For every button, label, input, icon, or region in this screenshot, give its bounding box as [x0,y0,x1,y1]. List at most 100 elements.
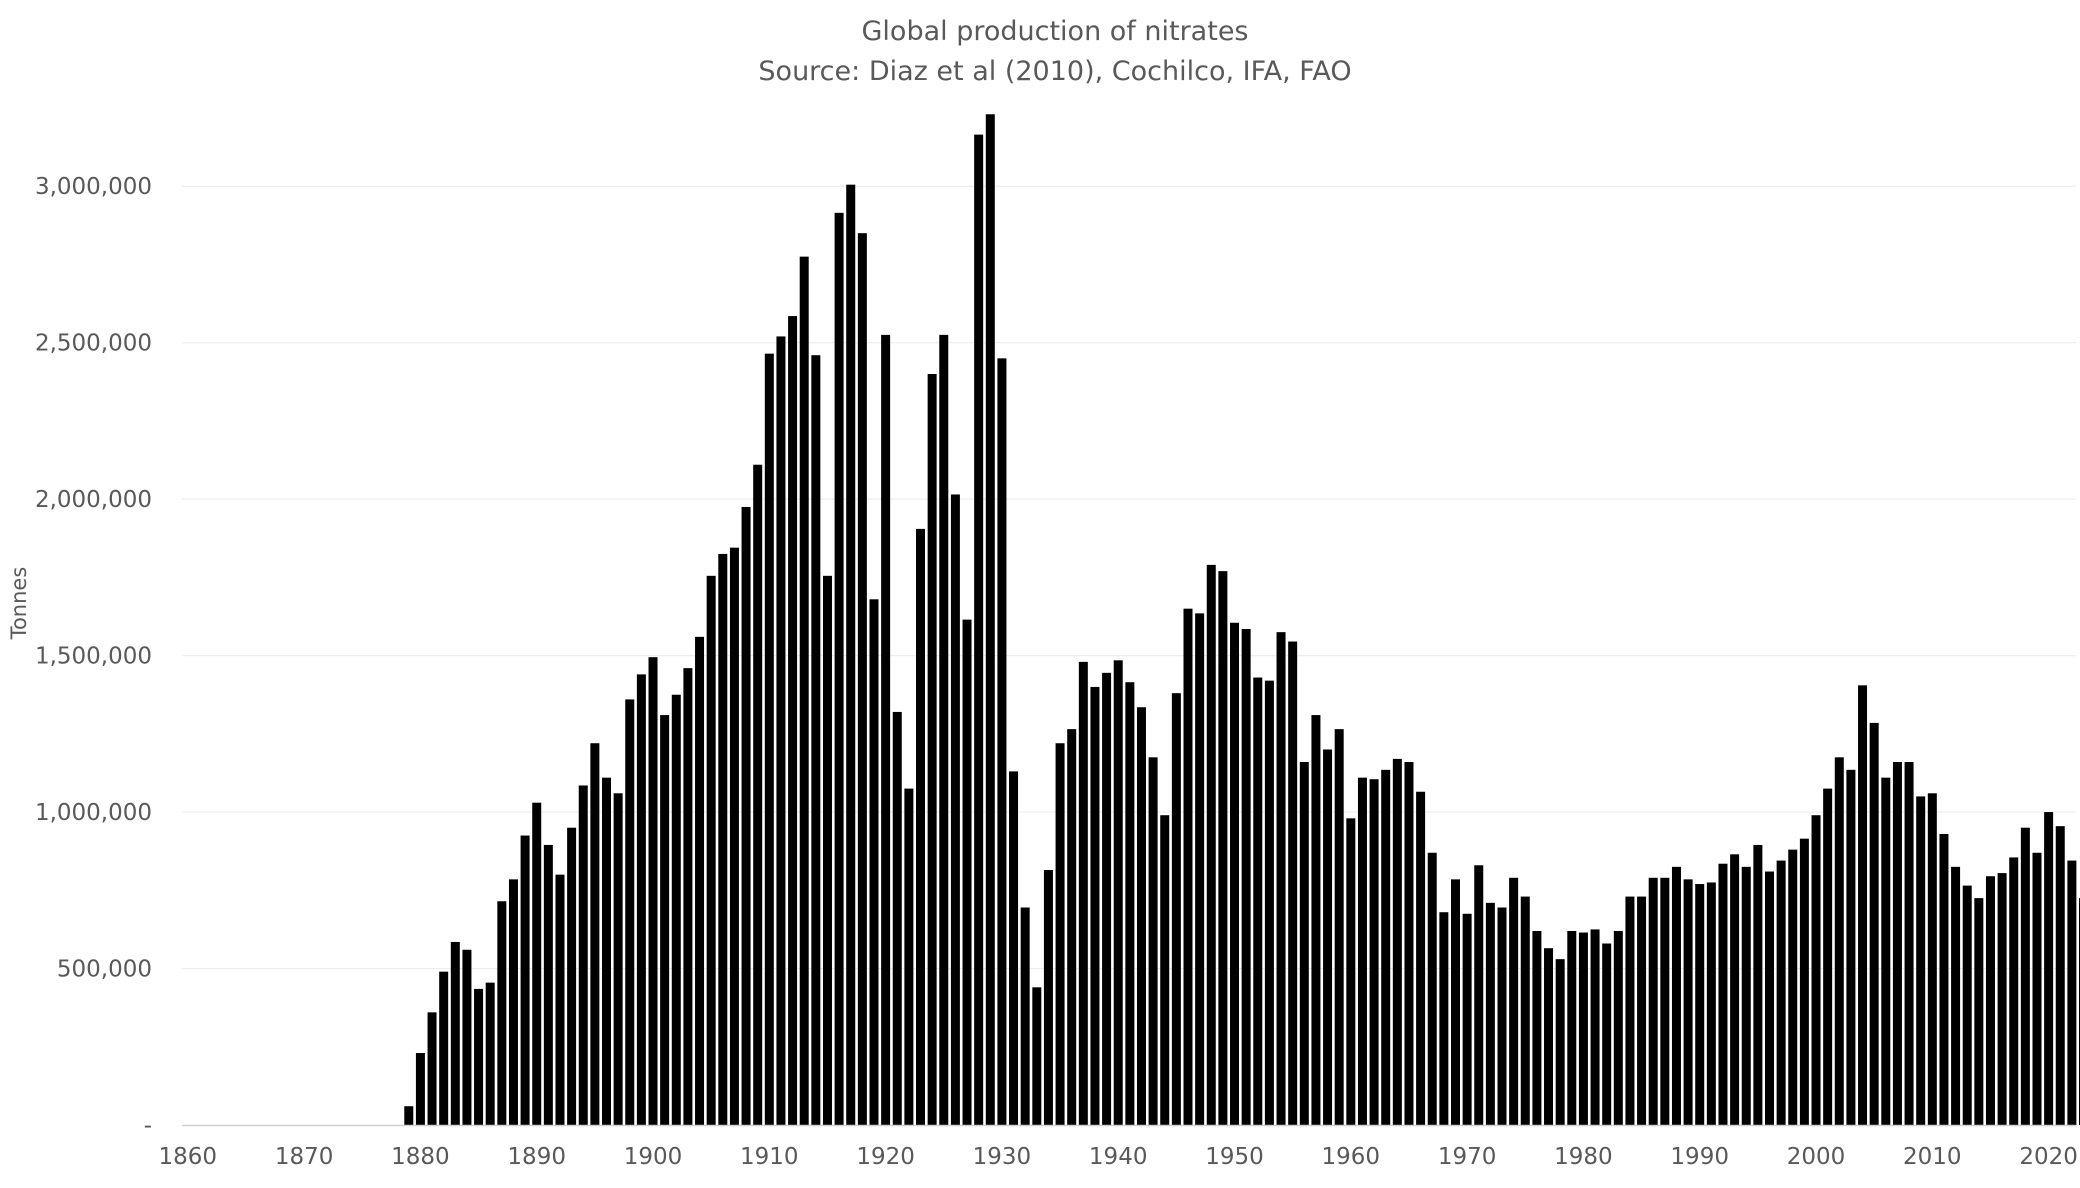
x-tick-label: 1920 [856,1144,915,1170]
x-tick-label: 2020 [2019,1144,2078,1170]
bar-1975 [1520,896,1530,1125]
bar-2012 [1951,866,1961,1125]
x-tick-label: 1900 [624,1144,683,1170]
bar-1983 [1613,930,1623,1125]
x-tick-label: 1860 [159,1144,218,1170]
bar-1904 [695,636,705,1125]
x-tick-label: 1910 [740,1144,799,1170]
bar-2016 [1997,873,2007,1125]
bar-1992 [1718,863,1728,1125]
bar-1908 [741,506,751,1126]
bar-1977 [1544,948,1554,1125]
bar-1951 [1241,629,1251,1125]
bar-2011 [1939,833,1949,1125]
y-tick-label: 3,000,000 [35,174,152,200]
bar-2006 [1881,777,1891,1125]
bar-1969 [1450,879,1460,1125]
bar-1961 [1357,777,1367,1125]
bar-1906 [718,553,728,1125]
bar-2015 [1985,876,1995,1125]
bar-1967 [1427,852,1437,1125]
bar-1903 [683,668,693,1125]
bar-1999 [1799,838,1809,1125]
x-tick-label: 2010 [1903,1144,1962,1170]
bar-1911 [776,336,786,1125]
bar-1884 [462,949,472,1125]
bar-1922 [904,788,914,1125]
bar-1893 [567,827,577,1125]
bar-2005 [1869,722,1879,1125]
bar-1938 [1090,686,1100,1125]
bar-1988 [1671,866,1681,1125]
y-axis-label: Tonnes [7,567,31,641]
bar-1894 [578,785,588,1125]
bar-1948 [1206,564,1216,1125]
bar-1959 [1334,729,1344,1125]
bar-1990 [1695,884,1705,1125]
x-tick-label: 1890 [507,1144,566,1170]
bar-1996 [1765,871,1774,1125]
bar-1899 [636,674,646,1125]
bar-1968 [1439,912,1449,1125]
bar-1964 [1392,758,1402,1125]
bar-1982 [1602,943,1612,1125]
bar-1887 [497,901,507,1125]
bar-1971 [1474,865,1484,1125]
bar-1953 [1264,680,1274,1125]
bar-1915 [822,575,832,1125]
bar-1918 [857,233,867,1126]
bar-2001 [1823,788,1833,1125]
bar-2019 [2032,852,2042,1125]
bar-1914 [811,355,821,1126]
bar-2009 [1916,796,1926,1125]
bar-1946 [1183,608,1193,1125]
y-tick-label: 1,000,000 [35,800,152,826]
x-tick-label: 1930 [973,1144,1032,1170]
chart-subtitle: Source: Diaz et al (2010), Cochilco, IFA… [758,56,1351,87]
bar-1960 [1346,818,1356,1125]
bar-1933 [1032,987,1042,1125]
bar-1985 [1637,896,1647,1125]
bar-1880 [415,1053,425,1125]
bar-1944 [1160,815,1170,1125]
bar-1935 [1055,743,1065,1125]
bars [404,114,2080,1126]
x-tick-label: 1950 [1205,1144,1264,1170]
bar-1923 [916,528,925,1125]
bar-1978 [1555,959,1565,1125]
bar-1976 [1532,930,1542,1125]
bar-1973 [1497,907,1507,1125]
bar-1962 [1369,779,1379,1125]
bar-1895 [590,743,600,1125]
bar-1909 [753,464,763,1126]
bar-1981 [1590,929,1600,1125]
bar-1963 [1381,769,1391,1125]
bar-1905 [706,575,716,1125]
bar-1879 [404,1106,414,1125]
x-tick-label: 1960 [1322,1144,1381,1170]
y-tick-label: 2,000,000 [35,487,152,513]
bar-1921 [892,711,902,1125]
bar-1986 [1648,877,1658,1125]
bar-1950 [1230,622,1240,1125]
bar-1980 [1578,932,1588,1125]
bar-1991 [1706,882,1716,1125]
bar-1891 [543,844,553,1125]
bar-1929 [985,114,995,1125]
bar-2002 [1834,757,1844,1125]
bar-1949 [1218,571,1228,1125]
y-tick-label: 1,500,000 [35,644,152,670]
bar-1995 [1753,844,1763,1125]
bar-2000 [1811,815,1821,1125]
bar-1947 [1195,613,1205,1125]
bar-1917 [846,184,856,1126]
bar-1925 [939,334,949,1125]
bar-1883 [450,941,460,1125]
bar-1966 [1416,791,1426,1125]
bar-1997 [1776,860,1786,1125]
bar-1885 [474,988,484,1125]
bar-2013 [1962,885,1972,1125]
bar-1924 [927,373,937,1126]
bar-1910 [764,353,774,1125]
